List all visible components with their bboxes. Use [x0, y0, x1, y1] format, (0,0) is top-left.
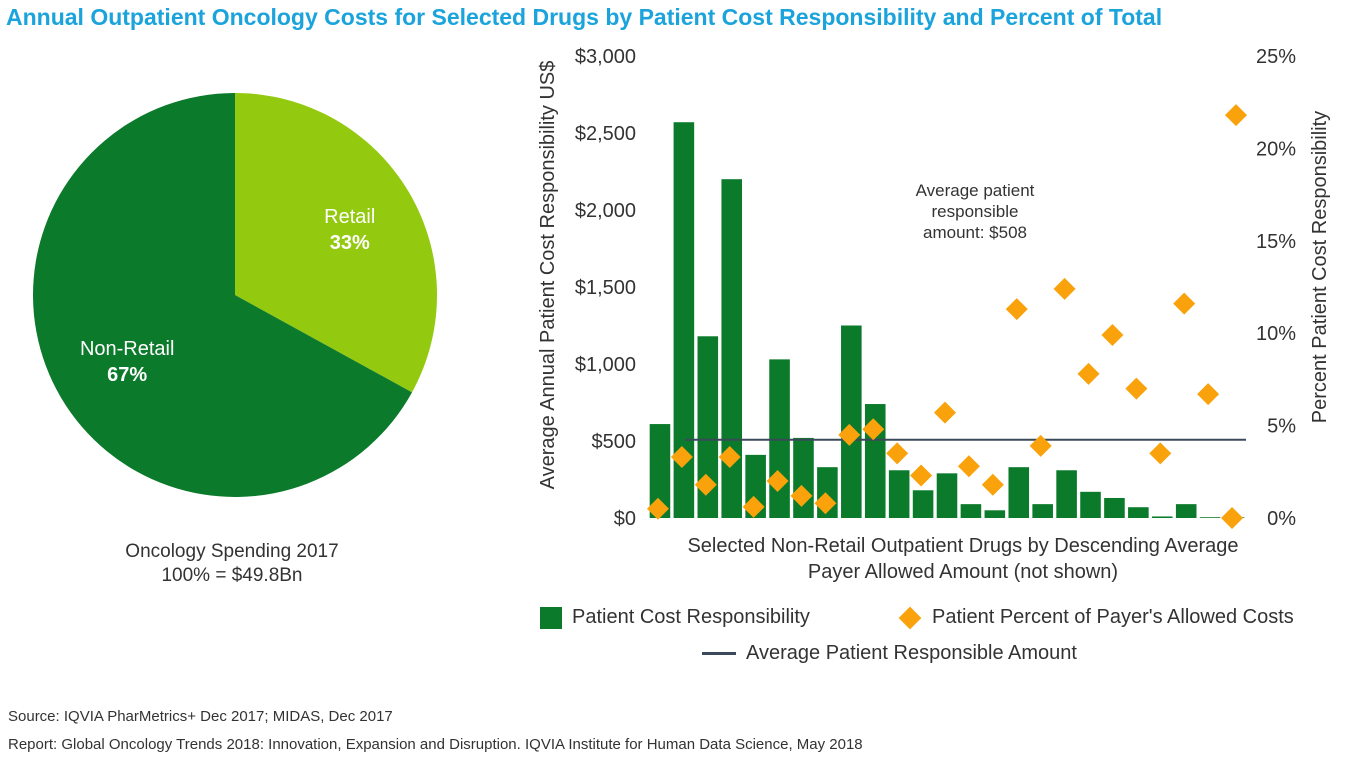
data-point: [1125, 377, 1148, 400]
data-point: [1221, 507, 1244, 529]
legend-item-bars: Patient Cost Responsibility: [540, 606, 810, 629]
data-point: [886, 442, 909, 465]
bar: [1151, 516, 1173, 518]
bar: [1032, 504, 1053, 518]
bar: [1175, 504, 1197, 518]
bar: [649, 424, 671, 518]
line-swatch-icon: [702, 652, 736, 655]
data-point: [1005, 298, 1028, 321]
pie-chart: Retail 33% Non-Retail 67%: [32, 93, 437, 498]
data-point: [646, 497, 669, 520]
x-axis-label-line2: Payer Allowed Amount (not shown): [808, 561, 1118, 583]
data-point: [1053, 277, 1076, 300]
data-point: [766, 470, 789, 493]
data-point: [981, 473, 1004, 496]
y-left-tick-label: $2,500: [575, 123, 636, 145]
bar: [1056, 470, 1077, 518]
pie-caption: Oncology Spending 2017 100% = $49.8Bn: [82, 540, 382, 588]
y-left-tick-label: $1,000: [575, 354, 636, 376]
bar-swatch-icon: [540, 606, 562, 629]
bar: [841, 325, 862, 518]
bar: [1199, 517, 1221, 518]
pie-slice-retail: [235, 93, 437, 393]
data-point: [862, 418, 885, 441]
data-point: [1225, 104, 1247, 127]
y-axis-left-label: Average Annual Patient Cost Responsibili…: [537, 61, 559, 490]
data-point: [670, 446, 693, 469]
legend-label-line: Average Patient Responsible Amount: [746, 642, 1077, 664]
y-left-tick-label: $3,000: [575, 46, 636, 68]
bar: [697, 336, 719, 518]
average-annotation: Average patient responsible amount: $508: [916, 181, 1035, 242]
bar: [1008, 467, 1030, 518]
y-left-tick-label: $500: [592, 431, 637, 453]
data-point: [957, 455, 980, 478]
bar: [960, 504, 982, 518]
data-point: [742, 495, 765, 518]
bar: [936, 473, 958, 518]
y-right-tick-label: 15%: [1256, 231, 1296, 253]
y-left-tick-label: $1,500: [575, 277, 636, 299]
data-point: [910, 464, 933, 487]
x-axis-label-line1: Selected Non-Retail Outpatient Drugs by …: [687, 535, 1238, 557]
report-note: Report: Global Oncology Trends 2018: Inn…: [8, 736, 863, 753]
bar: [1128, 507, 1149, 518]
legend-item-points: Patient Percent of Payer's Allowed Costs: [898, 606, 1294, 629]
bar: [673, 122, 695, 518]
bar: [721, 179, 743, 518]
bar: [769, 359, 790, 518]
combo-chart: $0 $500 $1,000 $1,500 $2,000 $2,500 $3,000 0% 5…: [537, 46, 1331, 583]
y-right-tick-label: 25%: [1256, 46, 1296, 68]
data-point: [1077, 362, 1100, 385]
data-point: [790, 484, 813, 507]
pie-label: Non-Retail: [80, 338, 174, 360]
y-left-tick-label: $2,000: [575, 200, 636, 222]
data-point: [1029, 434, 1052, 457]
data-point: [718, 446, 741, 469]
page-title: Annual Outpatient Oncology Costs for Sel…: [6, 4, 1163, 30]
y-left-tick-label: $0: [614, 508, 636, 530]
data-point: [694, 473, 717, 496]
legend-label-points: Patient Percent of Payer's Allowed Costs: [932, 606, 1294, 628]
bar: [1104, 497, 1125, 518]
footer: Source: IQVIA PharMetrics+ Dec 2017; MID…: [8, 703, 863, 759]
pie-value-label: 33%: [330, 232, 370, 254]
data-point: [838, 423, 861, 446]
y-right-tick-label: 20%: [1256, 138, 1296, 160]
source-note: Source: IQVIA PharMetrics+ Dec 2017; MID…: [8, 708, 393, 725]
y-right-tick-label: 5%: [1267, 416, 1296, 438]
legend-label-bars: Patient Cost Responsibility: [572, 606, 810, 628]
bar: [984, 510, 1006, 518]
bar: [888, 470, 910, 518]
pie-caption-title: Oncology Spending 2017: [125, 541, 339, 562]
data-point: [1173, 292, 1196, 315]
data-point: [814, 492, 837, 515]
pie-caption-total: 100% = $49.8Bn: [161, 565, 303, 586]
pie-slice-non-retail: [32, 93, 413, 498]
y-right-tick-label: 10%: [1256, 323, 1296, 345]
pie-value-label: 67%: [107, 364, 147, 386]
bar: [793, 437, 814, 518]
diamond-swatch-icon: [898, 606, 922, 629]
data-point: [1101, 324, 1124, 347]
y-right-tick-label: 0%: [1267, 508, 1296, 530]
bar: [1080, 491, 1101, 518]
data-point: [1149, 442, 1172, 465]
pie-label: Retail: [324, 206, 375, 228]
legend: Patient Cost Responsibility Patient Perc…: [540, 606, 1340, 676]
legend-item-line: Average Patient Responsible Amount: [702, 642, 1077, 665]
data-point: [1197, 383, 1220, 406]
bar: [912, 490, 934, 518]
data-point: [934, 401, 956, 424]
y-axis-right-label: Percent Patient Cost Responsibility: [1309, 111, 1331, 423]
